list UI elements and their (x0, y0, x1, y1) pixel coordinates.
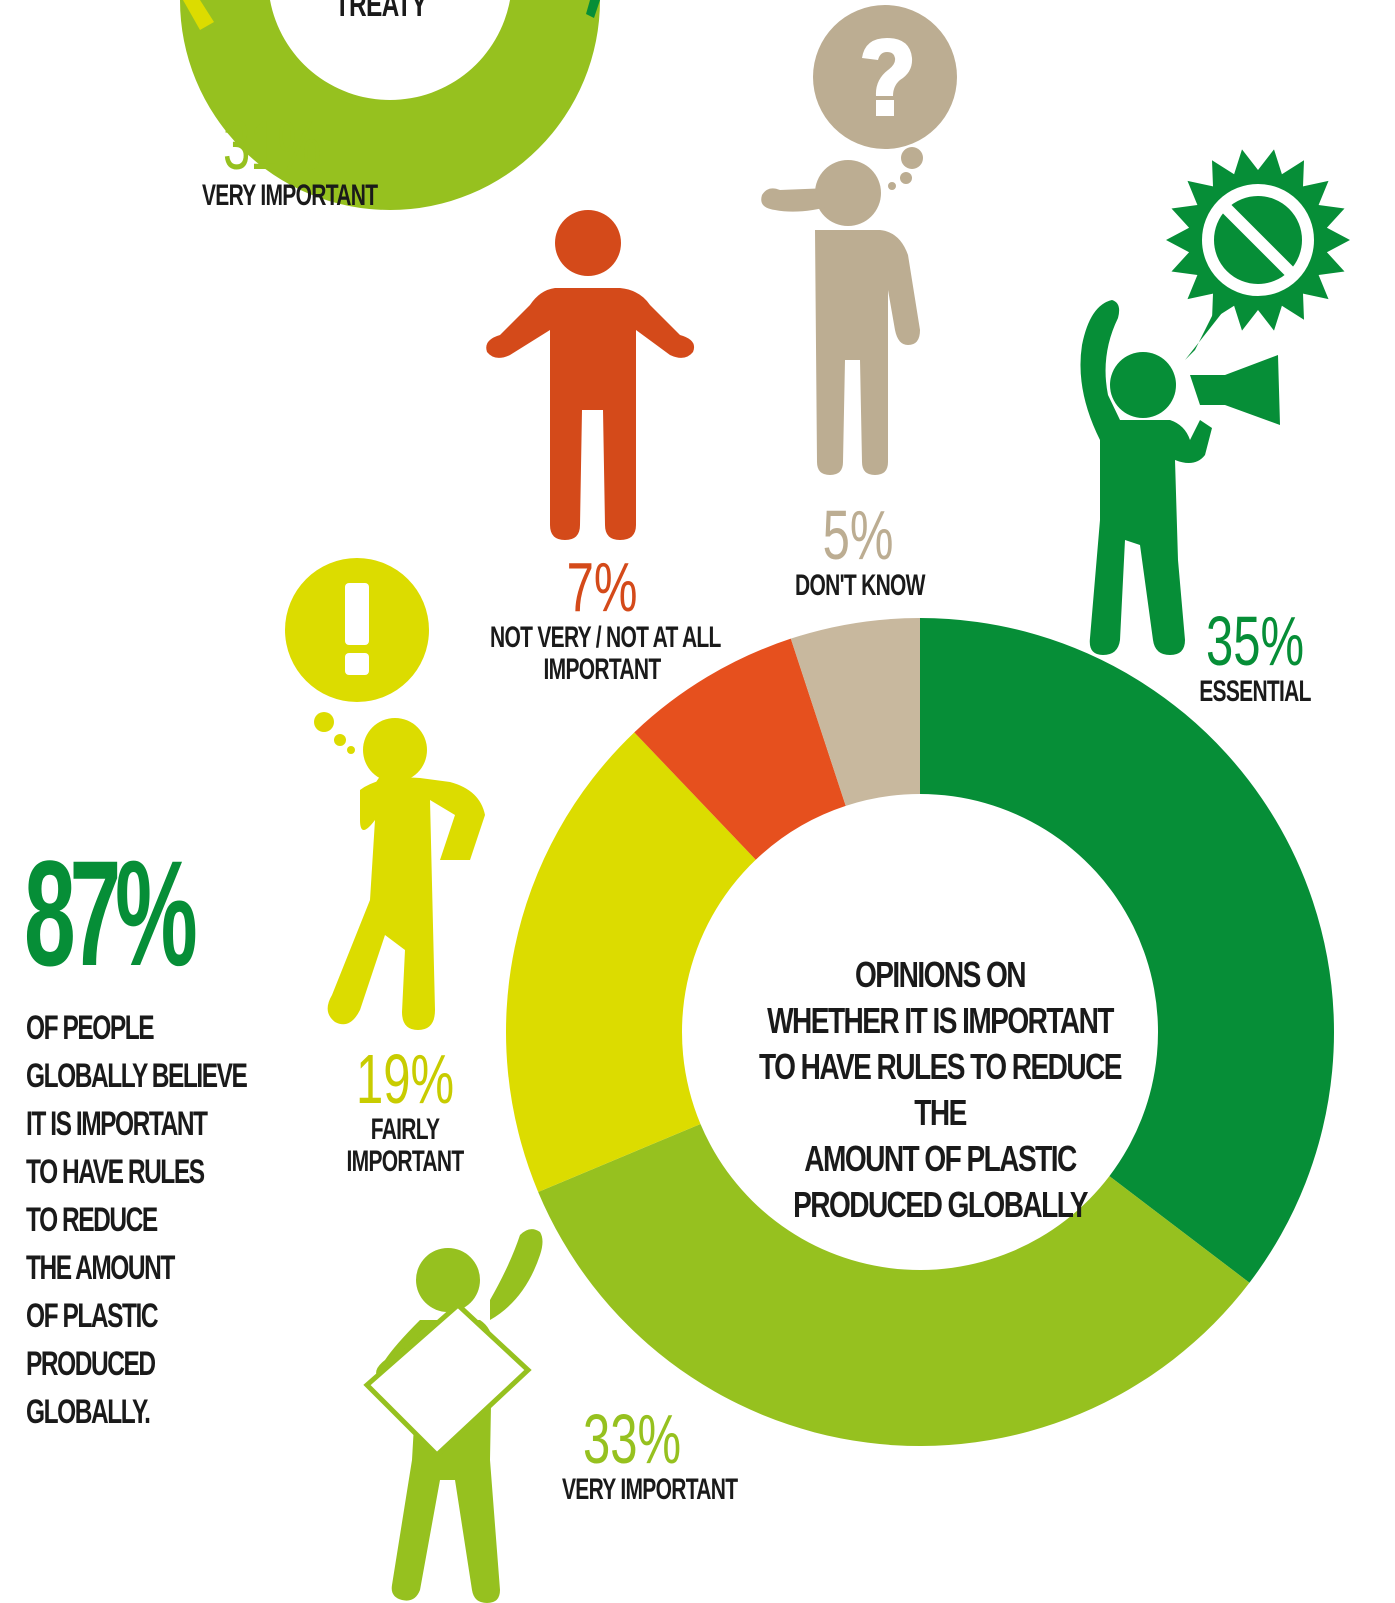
slice-caption-label: NOT VERY / NOT AT ALL IMPORTANT (490, 621, 721, 686)
slice-caption-label: FAIRLY IMPORTANT (346, 1113, 465, 1178)
megaphone-protester-icon (1080, 290, 1280, 655)
donut-slice-fairly-important (506, 732, 756, 1192)
shrug-person-icon (486, 210, 695, 540)
donut-slice-very-important (538, 1123, 1250, 1446)
main-donut-chart (506, 618, 1335, 1446)
chart-title-line: PRODUCED GLOBALLY (793, 1184, 1088, 1225)
top-partial-donut (180, 0, 600, 210)
thinking-person-icon (285, 558, 485, 1030)
chart-title-line: OPINIONS ON (854, 954, 1027, 995)
slice-value-label: 35% (1205, 602, 1305, 680)
question-mark-icon (862, 38, 913, 116)
donut-slice-essential (920, 618, 1335, 1283)
slice-value-label: 19% (355, 1040, 455, 1118)
slice-caption-label: ESSENTIAL (1199, 675, 1311, 708)
slice-caption-label: DON'T KNOW (795, 569, 926, 602)
sign-board (363, 1301, 532, 1459)
top-value-label: 31% (222, 106, 322, 184)
top-category-label: VERY IMPORTANT (202, 179, 378, 212)
confused-person-icon (761, 5, 957, 475)
top-chart-title-fragment: TREATY (334, 0, 428, 24)
slice-caption-label: VERY IMPORTANT (562, 1473, 738, 1506)
fairly-important-label-group: 19% FAIRLY IMPORTANT (339, 1044, 472, 1178)
donut-slice-don-t-know (790, 618, 920, 806)
exclamation-icon (345, 583, 369, 675)
slice-value-label: 33% (582, 1400, 682, 1478)
not-important-label-group: 7% NOT VERY / NOT AT ALL IMPORTANT (490, 548, 721, 686)
dont-know-label-group: 5% DON'T KNOW (795, 496, 926, 602)
slice-value-label: 5% (822, 496, 894, 574)
chart-title: OPINIONS ON WHETHER IT IS IMPORTANT TO H… (753, 952, 1127, 1228)
donut-slice-not-very-not-at-all-important (634, 638, 846, 860)
slice-value-label: 7% (566, 548, 638, 626)
essential-label-group: 35% ESSENTIAL (1189, 606, 1322, 708)
chart-title-line: AMOUNT OF PLASTIC (804, 1138, 1077, 1179)
no-sign-icon (1166, 149, 1350, 331)
side-stat-value: 87% (24, 829, 198, 997)
very-important-label-group: 33% VERY IMPORTANT (562, 1400, 738, 1506)
side-stat-text: OF PEOPLE GLOBALLY BELIEVE IT IS IMPORTA… (26, 1009, 248, 1431)
chart-title-line: TO HAVE RULES TO REDUCE THE (759, 1046, 1123, 1133)
chart-title-line: WHETHER IT IS IMPORTANT (767, 1000, 1114, 1041)
